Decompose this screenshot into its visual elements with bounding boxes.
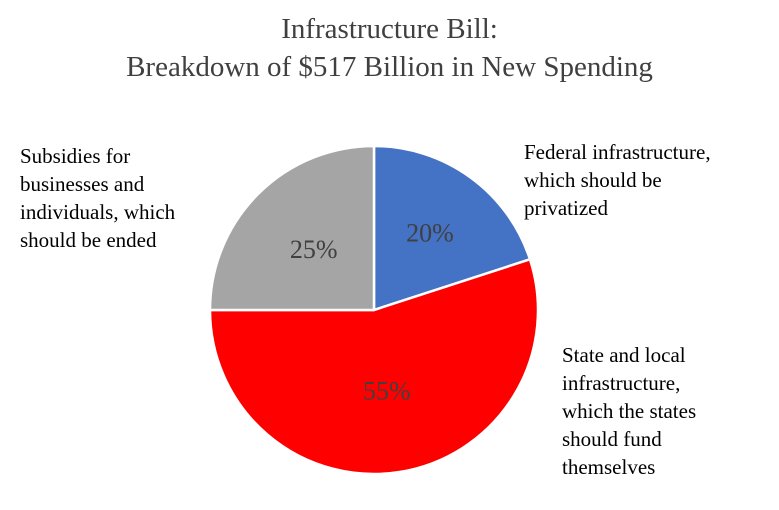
slice-label-line: which should be xyxy=(524,168,662,192)
pie-slice-state-local xyxy=(208,258,540,476)
slice-label-subsidies: Subsidies for businesses and individuals, … xyxy=(20,142,175,254)
slice-label-line: which the states xyxy=(562,399,697,423)
slice-label-line: privatized xyxy=(524,196,608,220)
slice-label-line: Subsidies for xyxy=(20,144,131,168)
slice-label-federal: Federal infrastructure, which should be pr… xyxy=(524,138,711,222)
slice-label-line: themselves xyxy=(562,455,656,479)
slice-value-label-federal: 20% xyxy=(406,219,454,248)
slice-label-line: should fund xyxy=(562,427,662,451)
slice-label-line: individuals, which xyxy=(20,200,176,224)
slice-value-label-state-local: 55% xyxy=(363,376,411,405)
pie-slice-subsidies xyxy=(208,144,376,312)
pie-slice-federal xyxy=(372,144,532,312)
slice-value-label-subsidies: 25% xyxy=(290,235,338,264)
chart-title: Infrastructure Bill: Breakdown of $517 B… xyxy=(0,10,779,86)
slice-label-line: should be ended xyxy=(20,228,157,252)
slice-label-line: Federal infrastructure, xyxy=(524,140,711,164)
slice-label-line: businesses and xyxy=(20,172,145,196)
slice-label-state-local: State and local infrastructure, which the … xyxy=(562,341,696,481)
slice-label-line: State and local xyxy=(562,343,686,367)
slice-label-line: infrastructure, xyxy=(562,371,681,395)
chart-title-line-1: Infrastructure Bill: xyxy=(281,13,498,45)
chart-title-line-2: Breakdown of $517 Billion in New Spendin… xyxy=(126,51,653,83)
